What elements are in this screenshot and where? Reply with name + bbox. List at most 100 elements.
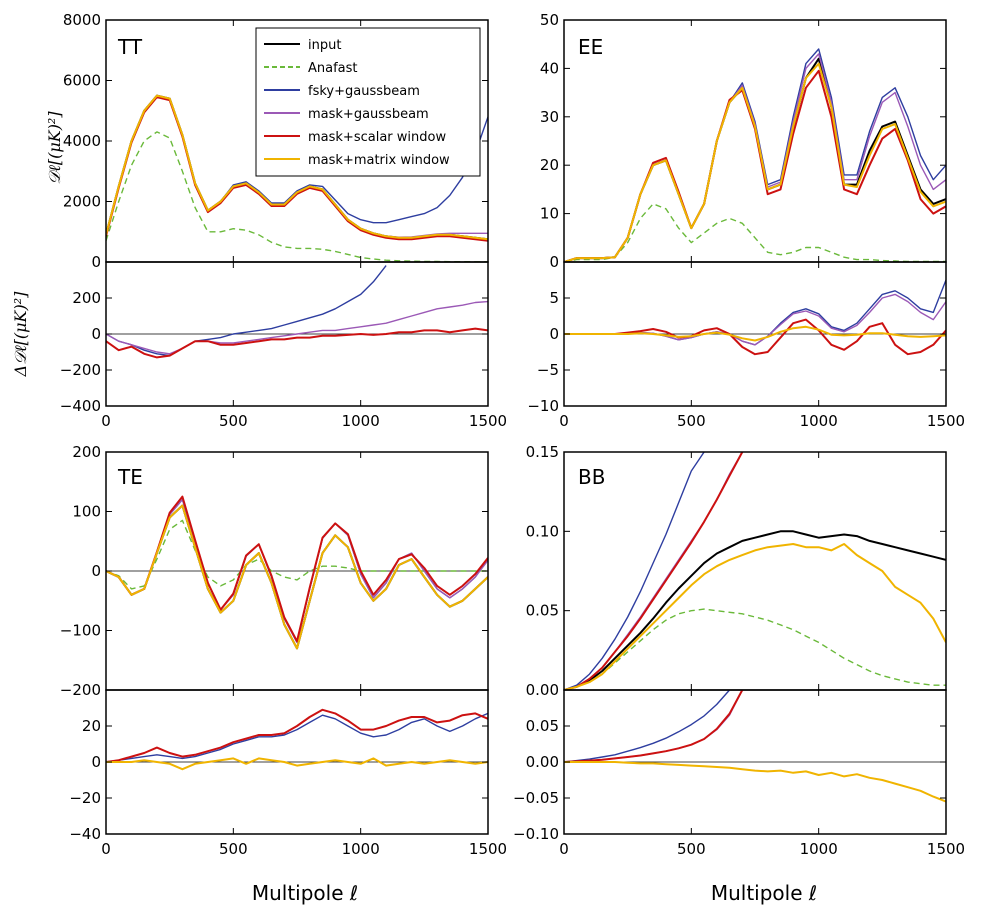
legend-frame	[255, 27, 481, 177]
y-tick-label: 6000	[63, 72, 101, 90]
series-fsky-gaussbeam	[564, 690, 731, 763]
y-tick-label: 0	[549, 253, 559, 271]
x-tick-label: 0	[559, 840, 569, 858]
y-tick-label: 0	[91, 562, 101, 580]
x-tick-label: 500	[677, 840, 706, 858]
x-tick-label: 500	[677, 412, 706, 430]
panel-1: 0 2000 4000 6000 8000 TT	[63, 11, 489, 271]
y-tick-label: −20	[69, 789, 101, 807]
panel-6: −40 −20 0 20 0 500 1000 1500	[69, 689, 507, 858]
x-axis-label-right: Multipole ℓ	[711, 881, 817, 905]
series-input	[564, 57, 946, 262]
x-tick-label: 500	[219, 840, 248, 858]
series-mask-matrix-window	[564, 62, 946, 262]
y-tick-label: −5	[537, 361, 559, 379]
series-mask-scalar-window	[564, 318, 946, 356]
series-input	[564, 530, 946, 690]
y-tick-label: 10	[540, 205, 559, 223]
legend: input Anafast fsky+gaussbeam mask+gaussbeam…	[255, 27, 481, 177]
panel-3: 0 10 20 30 40 50 EE	[540, 11, 947, 271]
y-tick-label: −10	[527, 397, 559, 415]
series-mask-matrix-window	[564, 325, 946, 342]
y-tick-label: 0	[91, 753, 101, 771]
series-fsky-gaussbeam	[564, 452, 705, 690]
x-tick-label: 1500	[927, 840, 965, 858]
y-tick-label: −40	[69, 825, 101, 843]
x-tick-label: 1500	[469, 412, 507, 430]
series-mask-matrix-window	[106, 757, 488, 771]
series-mask-matrix-window	[106, 504, 488, 650]
y-tick-label: −0.05	[513, 789, 559, 807]
x-tick-label: 0	[101, 412, 111, 430]
panel-2: −400 −200 0 200 0 500 1000 1500	[60, 261, 507, 430]
series-mask-scalar-window	[564, 69, 946, 262]
y-axis-label-spectrum: 𝒟ℓ[(μK)²]	[45, 111, 64, 185]
series-mask-scalar-window	[564, 690, 744, 763]
y-tick-label: 20	[82, 717, 101, 735]
series-fsky-gaussbeam	[106, 265, 387, 357]
y-tick-label: 0.05	[526, 717, 559, 735]
x-tick-label: 1000	[342, 840, 380, 858]
panel-title: BB	[578, 465, 605, 489]
series-mask-matrix-window	[564, 761, 946, 803]
y-tick-label: −100	[60, 622, 101, 640]
y-tick-label: 100	[72, 503, 101, 521]
series-mask-gaussbeam	[564, 293, 946, 346]
x-tick-label: 1500	[469, 840, 507, 858]
y-tick-label: −400	[60, 397, 101, 415]
axes-frame	[563, 19, 947, 263]
x-tick-label: 0	[101, 840, 111, 858]
legend-label: mask+scalar window	[308, 130, 446, 145]
legend-label: fsky+gaussbeam	[308, 84, 420, 99]
y-tick-label: 0.00	[526, 753, 559, 771]
y-tick-label: 40	[540, 59, 559, 77]
x-tick-label: 500	[219, 412, 248, 430]
x-tick-label: 1000	[342, 412, 380, 430]
y-tick-label: 0.00	[526, 681, 559, 699]
series-mask-gaussbeam	[564, 690, 743, 763]
series-mask-scalar-window	[106, 495, 488, 643]
series-mask-gaussbeam	[106, 300, 488, 355]
x-tick-label: 1000	[800, 840, 838, 858]
x-tick-label: 1500	[927, 412, 965, 430]
panel-title: TE	[117, 465, 143, 489]
series-mask-gaussbeam	[564, 53, 946, 262]
panel-title: TT	[117, 35, 143, 59]
y-tick-label: 0.15	[526, 443, 559, 461]
x-tick-label: 0	[559, 412, 569, 430]
legend-label: Anafast	[308, 61, 358, 76]
panel-4: −10 −5 0 5 0 500 1000 1500	[527, 261, 965, 430]
y-tick-label: −200	[60, 361, 101, 379]
series-mask-scalar-window	[106, 327, 488, 359]
series-mask-scalar-window	[564, 452, 744, 690]
series-anafast	[564, 608, 946, 690]
x-axis-label-left: Multipole ℓ	[252, 881, 358, 905]
y-tick-label: −0.10	[513, 825, 559, 843]
y-tick-label: −200	[60, 681, 101, 699]
panel-7: 0.00 0.05 0.10 0.15 BB	[526, 443, 947, 699]
series-mask-scalar-window	[106, 708, 488, 763]
series-mask-matrix-window	[564, 543, 946, 690]
y-tick-label: 0.05	[526, 602, 559, 620]
legend-label: mask+gaussbeam	[308, 107, 429, 122]
x-tick-label: 1000	[800, 412, 838, 430]
y-tick-label: 30	[540, 108, 559, 126]
panel-5: −200 −100 0 100 200 TE	[60, 443, 489, 699]
panel-title: EE	[578, 35, 603, 59]
y-tick-label: 2000	[63, 193, 101, 211]
series-fsky-gaussbeam	[564, 48, 946, 262]
series-fsky-gaussbeam	[106, 712, 488, 763]
y-axis-label-residual: Δ𝒟ℓ[(μK)²]	[11, 291, 30, 377]
y-tick-label: 200	[72, 443, 101, 461]
legend-label: mask+matrix window	[308, 153, 450, 168]
y-tick-label: 0	[91, 325, 101, 343]
y-tick-label: 4000	[63, 132, 101, 150]
y-tick-label: 20	[540, 156, 559, 174]
y-tick-label: 0	[549, 325, 559, 343]
y-tick-label: 200	[72, 289, 101, 307]
series-mask-matrix-window	[106, 94, 488, 241]
series-anafast	[564, 203, 946, 262]
y-tick-label: 8000	[63, 11, 101, 29]
panel-8: −0.10 −0.05 0.00 0.05 0 500 1000 1500	[513, 689, 965, 858]
